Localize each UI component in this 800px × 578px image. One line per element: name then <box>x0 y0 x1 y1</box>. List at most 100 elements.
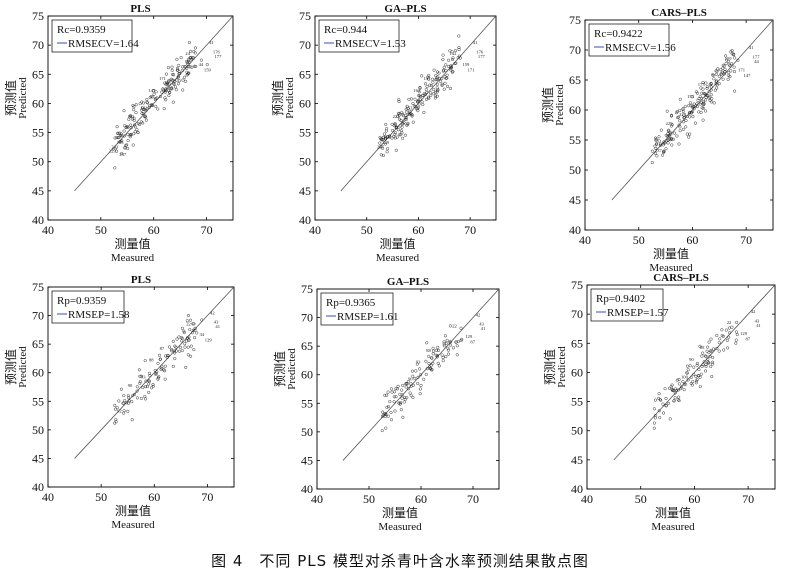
scatter-point <box>413 376 417 381</box>
x-tick-label: 70 <box>467 492 479 506</box>
scatter-point <box>175 57 179 61</box>
y-tick-label: 50 <box>299 155 311 169</box>
point-label: 43 <box>214 320 219 325</box>
scatter-point <box>727 73 731 78</box>
scatter-point <box>181 78 185 82</box>
scatter-point <box>654 146 658 150</box>
y-axis-label-cn: 预测值 <box>542 349 557 385</box>
scatter-point <box>126 409 130 413</box>
scatter-point <box>450 50 454 54</box>
scatter-point <box>174 349 178 353</box>
chart-title: GA–PLS <box>387 276 429 288</box>
legend-box <box>318 19 400 53</box>
scatter-point <box>708 83 712 87</box>
x-tick-label: 50 <box>633 233 645 247</box>
scatter-point <box>144 118 148 122</box>
point-label: 93 <box>141 374 146 379</box>
x-axis-label-cn: 测量值 <box>114 236 150 251</box>
x-tick-label: 40 <box>42 223 54 237</box>
scatter-point <box>700 91 704 95</box>
point-label: 159 <box>725 56 733 61</box>
scatter-point <box>663 387 667 391</box>
scatter-point <box>653 398 658 402</box>
point-label: 41 <box>209 40 214 45</box>
scatter-point <box>199 58 203 62</box>
scatter-point <box>435 86 439 90</box>
scatter-point <box>442 87 446 91</box>
scatter-point <box>689 375 693 380</box>
scatter-point <box>698 385 702 389</box>
scatter-point <box>704 92 708 97</box>
scatter-point <box>383 414 387 419</box>
scatter-point <box>694 374 698 378</box>
scatter-point <box>122 109 126 113</box>
scatter-point <box>699 372 703 376</box>
y-tick-label: 55 <box>32 126 44 140</box>
scatter-point <box>701 118 705 122</box>
scatter-point <box>406 387 411 391</box>
scatter-point <box>672 131 677 135</box>
chart-title: GA–PLS <box>384 3 426 15</box>
scatter-point <box>400 111 404 115</box>
scatter-point <box>186 62 190 66</box>
scatter-point <box>436 88 440 92</box>
scatter-point <box>691 380 695 384</box>
scatter-point <box>708 354 712 359</box>
x-axis-label-en: Measured <box>376 252 420 264</box>
scatter-point <box>667 128 671 132</box>
y-tick-label: 50 <box>569 163 581 177</box>
scatter-point <box>187 71 191 75</box>
scatter-point <box>661 402 665 406</box>
scatter-point <box>403 397 407 401</box>
scatter-point <box>701 103 705 107</box>
scatter-point <box>416 381 420 386</box>
y-axis-label-cn: 预测值 <box>3 349 18 385</box>
stats-legend: Rp=0.9359 RMSEP=1.58 <box>51 290 130 324</box>
scatter-point <box>444 69 448 73</box>
plot-frame <box>47 286 235 488</box>
scatter-point <box>187 338 191 342</box>
scatter-point <box>400 396 404 400</box>
scatter-point <box>164 98 168 102</box>
scatter-point <box>405 110 409 114</box>
scatter-point <box>425 367 429 371</box>
scatter-point <box>717 341 721 345</box>
legend-stat-1: Rc=0.9422 <box>594 28 643 40</box>
scatter-point <box>171 364 175 368</box>
scatter-point <box>381 135 386 139</box>
scatter-point <box>183 345 187 349</box>
scatter-point <box>186 353 190 357</box>
scatter-point <box>383 136 388 140</box>
scatter-point <box>176 68 180 72</box>
scatter-point <box>445 73 449 77</box>
scatter-point <box>705 93 710 97</box>
scatter-point <box>444 354 448 359</box>
scatter-point <box>693 121 697 125</box>
scatter-point <box>411 101 415 106</box>
point-label: 171 <box>159 76 167 81</box>
scatter-point <box>684 125 688 129</box>
scatter-point <box>192 49 196 54</box>
scatter-point <box>183 79 188 83</box>
point-label: 41 <box>481 326 486 331</box>
scatter-point <box>665 134 669 138</box>
scatter-point <box>711 347 716 351</box>
scatter-point <box>125 401 129 405</box>
scatter-point <box>124 125 128 130</box>
scatter-point <box>431 80 435 84</box>
scatter-point <box>139 120 143 124</box>
scatter-point <box>177 63 181 67</box>
scatter-point <box>687 135 691 139</box>
scatter-point <box>446 352 451 356</box>
scatter-point <box>400 125 404 129</box>
scatter-point <box>205 63 209 67</box>
scatter-point <box>432 92 436 96</box>
scatter-point <box>455 344 459 348</box>
scatter-point <box>435 82 439 86</box>
scatter-point <box>167 79 171 83</box>
scatter-point <box>424 88 428 92</box>
scatter-point <box>183 342 187 346</box>
point-label: 229 <box>382 140 390 145</box>
y-tick-label: 60 <box>301 368 313 382</box>
scatter-point <box>145 384 149 389</box>
